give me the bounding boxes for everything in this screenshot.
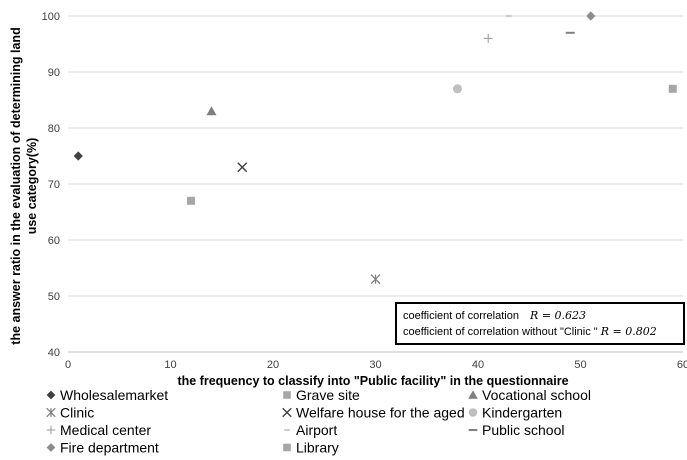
legend-item: Kindergarten	[468, 405, 562, 421]
legend-marker	[46, 390, 56, 400]
legend-label: Airport	[296, 422, 337, 438]
y-tick-label: 50	[48, 291, 60, 303]
data-point-library	[668, 84, 677, 93]
y-tick-label: 40	[48, 347, 60, 359]
y-axis-title-line-2: use category(%)	[25, 138, 39, 235]
legend-item: Grave site	[283, 387, 360, 403]
gridlines	[68, 15, 683, 297]
legend-marker	[283, 443, 291, 452]
x-tick-label: 60	[677, 359, 687, 371]
legend-label: Vocational school	[482, 387, 591, 403]
data-point-vocational-school	[206, 106, 217, 116]
legend: Wholesalemarket Grave site Vocational scho…	[46, 387, 591, 456]
legend-label: Fire department	[60, 440, 159, 456]
legend-item: Welfare house for the aged	[282, 405, 465, 421]
data-point-grave-site	[187, 196, 195, 205]
data-points	[73, 11, 677, 285]
data-point-welfare-house-for-the-aged	[237, 162, 248, 173]
legend-marker	[46, 425, 56, 435]
legend-item: Medical center	[46, 422, 151, 438]
tick-labels: 40 50 60 70 80 90 100 0 10 20 30 40 50 60	[42, 11, 687, 371]
legend-marker	[282, 407, 292, 418]
y-axis-title-line-1: the answer ratio in the evaluation of de…	[9, 27, 23, 344]
legend-label: Kindergarten	[482, 405, 562, 421]
legend-marker	[468, 408, 478, 417]
legend-item: Library	[283, 440, 339, 456]
data-point-medical-center	[483, 33, 493, 43]
x-tick-label: 30	[369, 359, 381, 371]
annotation-box	[395, 302, 685, 345]
data-point-clinic	[370, 274, 381, 285]
legend-label: Welfare house for the aged	[296, 405, 465, 421]
x-tick-label: 40	[472, 359, 484, 371]
x-tick-label: 20	[267, 359, 279, 371]
y-tick-label: 90	[48, 67, 60, 79]
x-tick-label: 10	[164, 359, 176, 371]
data-point-fire-department	[586, 11, 596, 21]
y-axis-title: the answer ratio in the evaluation of de…	[9, 27, 39, 344]
legend-label: Public school	[482, 422, 565, 438]
x-axis-title: the frequency to classify into "Public f…	[177, 374, 568, 388]
legend-marker	[468, 390, 478, 399]
legend-item: Wholesalemarket	[46, 387, 168, 403]
data-point-kindergarten	[453, 84, 462, 94]
legend-item: Fire department	[46, 440, 159, 456]
y-tick-label: 100	[42, 11, 60, 23]
y-tick-label: 80	[48, 123, 60, 135]
annotation-line-1: coefficient of correlation R = 0.623	[403, 309, 586, 322]
legend-item: Vocational school	[468, 387, 591, 403]
legend-label: Grave site	[296, 387, 360, 403]
data-point-wholesalemarket	[73, 151, 83, 161]
legend-item: Public school	[468, 422, 565, 438]
legend-marker	[46, 443, 56, 452]
legend-marker	[46, 407, 56, 418]
legend-item: Airport	[284, 422, 337, 438]
legend-label: Medical center	[60, 422, 151, 438]
legend-label: Clinic	[60, 405, 94, 421]
correlation-annotation: coefficient of correlation R = 0.623 coe…	[395, 302, 685, 345]
legend-item: Clinic	[46, 405, 94, 421]
annotation-line-2: coefficient of correlation without "Clin…	[403, 325, 657, 338]
annotation-line-1-prefix: coefficient of correlation	[403, 310, 519, 322]
legend-label: Wholesalemarket	[60, 387, 168, 403]
x-tick-label: 0	[65, 359, 71, 371]
x-tick-label: 50	[574, 359, 586, 371]
annotation-line-2-prefix: coefficient of correlation without "Clin…	[403, 326, 598, 338]
annotation-line-2-value: R = 0.802	[600, 325, 657, 338]
annotation-line-1-value: R = 0.623	[529, 309, 586, 322]
y-tick-label: 60	[48, 235, 60, 247]
legend-marker	[283, 391, 291, 399]
legend-label: Library	[296, 440, 339, 456]
y-tick-label: 70	[48, 179, 60, 191]
